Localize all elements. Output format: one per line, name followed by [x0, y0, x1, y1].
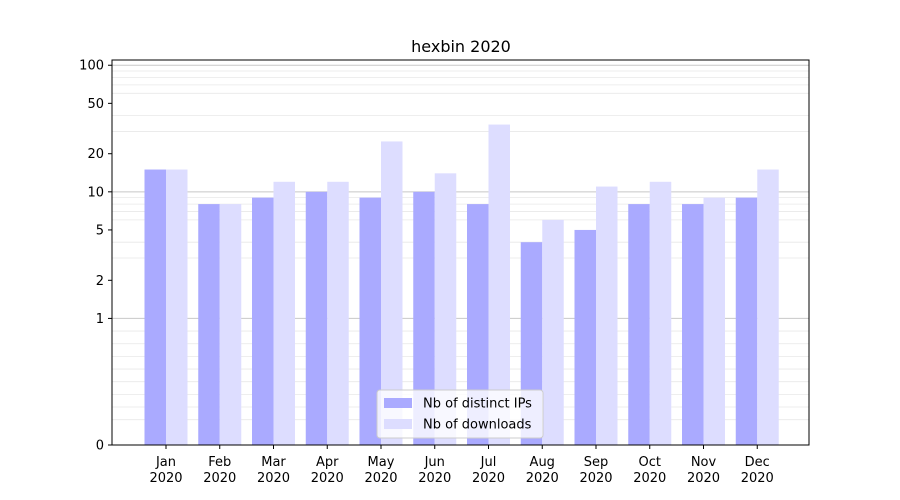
bar-distinct-ips [144, 169, 166, 445]
y-tick-label: 5 [96, 223, 104, 238]
bar-distinct-ips [735, 197, 758, 445]
y-tick-label: 10 [87, 185, 104, 200]
x-tick-label: May 2020 [364, 455, 397, 486]
legend-swatch [384, 419, 412, 429]
bar-downloads [542, 219, 564, 445]
x-tick-label: Jan 2020 [149, 455, 182, 486]
x-tick-label: Nov 2020 [687, 455, 720, 486]
bar-downloads [649, 181, 672, 445]
bar-downloads [273, 181, 295, 445]
bar-distinct-ips [198, 204, 220, 445]
bar-downloads [488, 124, 510, 445]
x-tick-label: Apr 2020 [311, 455, 344, 486]
legend-label: Nb of downloads [423, 418, 532, 433]
bar-downloads [219, 204, 242, 445]
x-axis: Jan 2020 Feb 2020 Mar 2020 Apr 2020 May 2020 Jun 20… [149, 445, 774, 486]
chart-title: hexbin 2020 [411, 37, 511, 56]
bar-distinct-ips [413, 191, 435, 445]
legend-label: Nb of distinct IPs [423, 397, 532, 412]
x-tick-label: Oct 2020 [633, 455, 666, 486]
y-tick-label: 2 [96, 274, 104, 289]
legend: Nb of distinct IPs Nb of downloads [376, 389, 544, 439]
bar-distinct-ips [574, 229, 596, 445]
bar-downloads [381, 141, 403, 445]
y-tick-label: 20 [87, 147, 104, 162]
x-tick-label: Aug 2020 [526, 455, 559, 486]
bars [144, 124, 779, 446]
y-axis: 0 1 2 5 10 20 50 100 [79, 59, 112, 454]
x-tick-label: Dec 2020 [741, 455, 774, 486]
y-tick-label: 100 [79, 59, 104, 74]
bar-downloads [434, 173, 457, 445]
y-tick-label: 50 [87, 97, 104, 112]
x-tick-label: Feb 2020 [203, 455, 236, 486]
x-tick-label: Mar 2020 [257, 455, 290, 486]
bar-downloads [166, 169, 188, 445]
bar-distinct-ips [359, 197, 381, 445]
x-tick-label: Jul 2020 [472, 455, 505, 486]
bar-distinct-ips [628, 204, 650, 445]
bar-distinct-ips [682, 204, 704, 445]
y-tick-label: 1 [96, 312, 104, 327]
legend-swatch [384, 398, 412, 408]
bar-downloads [757, 169, 779, 445]
bar-downloads [703, 197, 725, 445]
bar-downloads [596, 186, 618, 446]
x-tick-label: Sep 2020 [579, 455, 612, 486]
bar-distinct-ips [305, 191, 328, 445]
y-tick-label: 0 [96, 439, 104, 454]
bar-distinct-ips [467, 204, 489, 445]
bar-downloads [327, 181, 349, 445]
plot-frame [111, 59, 810, 446]
x-tick-label: Jun 2020 [418, 455, 451, 486]
bar-distinct-ips [252, 197, 274, 445]
legend-box [376, 389, 544, 439]
